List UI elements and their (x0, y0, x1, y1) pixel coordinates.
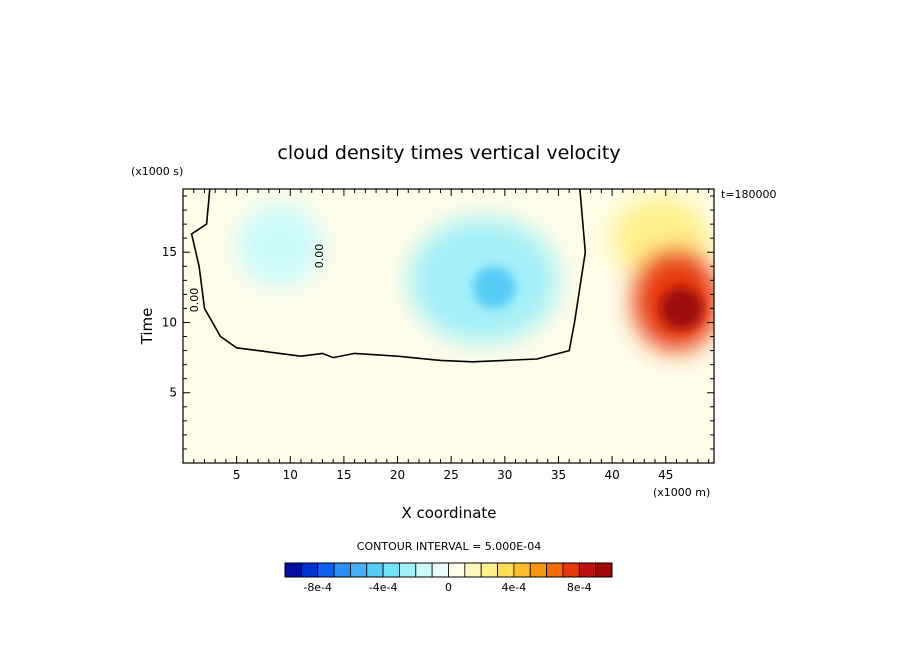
plot-area: 0.00 0.00 (183, 189, 714, 463)
colorbar-swatch (513, 562, 531, 578)
contour-interval-text: CONTOUR INTERVAL = 5.000E-04 (357, 540, 541, 553)
colorbar-swatch (366, 562, 384, 578)
y-tick-label: 10 (162, 315, 177, 329)
x-unit-label: (x1000 m) (653, 486, 710, 499)
colorbar-swatch (349, 562, 368, 578)
colorbar-swatch (448, 562, 466, 578)
x-tick-label: 45 (658, 468, 673, 482)
x-tick-label: 15 (336, 468, 351, 482)
y-tick-label: 15 (162, 245, 177, 259)
y-unit-label: (x1000 s) (131, 165, 183, 178)
plot-frame (182, 188, 715, 464)
colorbar-swatch (333, 562, 351, 578)
colorbar-swatch (497, 562, 515, 578)
colorbar-swatch (415, 562, 433, 578)
colorbar-swatch (431, 562, 449, 578)
y-axis-label: Time (138, 308, 156, 346)
x-tick-label: 40 (604, 468, 619, 482)
colorbar-swatch (562, 562, 580, 578)
colorbar-frame (284, 562, 613, 578)
contour-label: 0.00 (313, 244, 326, 269)
colorbar-swatch (578, 562, 597, 578)
colorbar-swatch (480, 562, 498, 578)
y-axis: 5 10 15 (162, 195, 714, 450)
x-tick-label: 5 (233, 468, 241, 482)
colorbar-swatch (529, 562, 548, 578)
x-tick-label: 25 (444, 468, 459, 482)
zero-contour-line (190, 189, 587, 363)
colorbar-tick-label: -4e-4 (369, 581, 398, 594)
colorbar: -8e-4 -4e-4 0 4e-4 8e-4 (284, 562, 613, 594)
colorbar-tick-label: -8e-4 (303, 581, 332, 594)
x-tick-label: 20 (390, 468, 405, 482)
x-axis: 5 10 15 20 25 30 35 40 45 (193, 189, 710, 482)
colorbar-swatch (464, 562, 482, 578)
colorbar-swatch (284, 562, 302, 578)
time-label: t=180000 (721, 188, 777, 201)
colorbar-swatch (317, 562, 335, 578)
colorbar-swatch (382, 562, 400, 578)
chart-title: cloud density times vertical velocity (277, 142, 620, 164)
colorbar-swatch (300, 562, 319, 578)
x-axis-label: X coordinate (401, 504, 496, 522)
heatmap-region (472, 266, 516, 309)
colorbar-tick-label: 8e-4 (567, 581, 592, 594)
heatmap-regions (236, 196, 714, 351)
colorbar-tick-label: 4e-4 (502, 581, 527, 594)
heatmap-region (660, 287, 704, 330)
x-tick-label: 35 (551, 468, 566, 482)
colorbar-tick-label: 0 (445, 581, 452, 594)
contour-label: 0.00 (188, 288, 201, 313)
heatmap-region (236, 203, 323, 288)
x-tick-label: 10 (283, 468, 298, 482)
colorbar-swatch (546, 562, 564, 578)
colorbar-swatch (399, 562, 417, 578)
x-tick-label: 30 (497, 468, 512, 482)
colorbar-swatch (595, 562, 613, 578)
y-tick-label: 5 (169, 386, 177, 400)
